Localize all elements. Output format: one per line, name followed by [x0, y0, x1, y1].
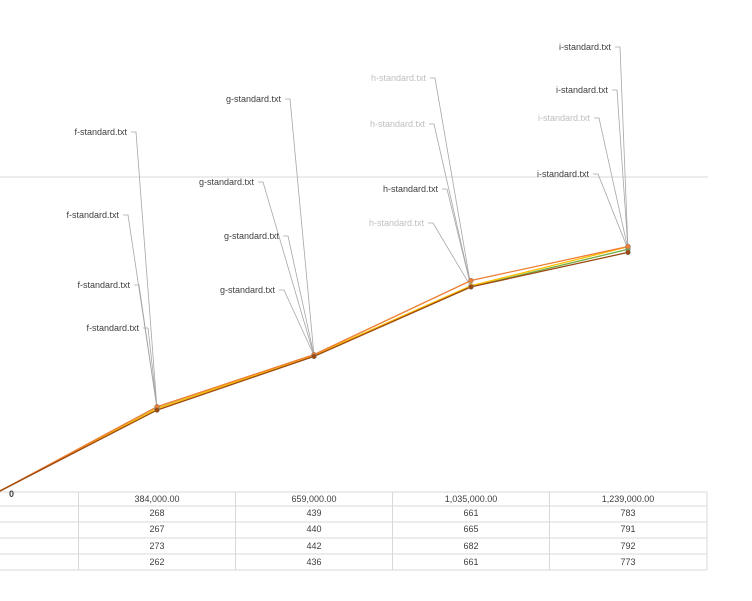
table-cell: 440 [306, 524, 321, 534]
leader-line [442, 188, 472, 287]
table-cell: 773 [620, 557, 635, 567]
table-cell: 267 [149, 524, 164, 534]
data-point-marker [468, 284, 474, 290]
x-axis-tick-labels: 0 384,000.00 659,000.00 1,035,000.00 1,239,0… [9, 489, 654, 504]
data-point-marker [468, 277, 474, 284]
leader-line [134, 284, 158, 409]
data-point-label: g-standard.txt [226, 94, 282, 104]
data-point-label: h-standard.txt [370, 119, 426, 129]
leader-line [258, 181, 315, 356]
data-point-label: g-standard.txt [199, 177, 255, 187]
data-point-label: f-standard.txt [77, 280, 130, 290]
leader-line [123, 214, 158, 409]
table-cell: 792 [620, 541, 635, 551]
data-point-label: h-standard.txt [371, 73, 427, 83]
leader-line [131, 131, 158, 409]
data-point-marker [311, 353, 317, 360]
leader-line [283, 235, 315, 356]
table-cell: 682 [463, 541, 478, 551]
table-cell: 665 [463, 524, 478, 534]
data-table-grid [0, 491, 708, 571]
data-point-label: g-standard.txt [220, 285, 276, 295]
table-cell: 791 [620, 524, 635, 534]
table-cell: 442 [306, 541, 321, 551]
leader-line [279, 289, 315, 356]
x-tick-label: 1,239,000.00 [602, 494, 655, 504]
table-cell: 783 [620, 508, 635, 518]
table-cell: 661 [463, 557, 478, 567]
leader-lines [123, 46, 629, 409]
table-cell: 273 [149, 541, 164, 551]
leader-line [143, 327, 158, 409]
leader-line [428, 222, 472, 288]
x-tick-label: 0 [9, 489, 14, 499]
leader-line [429, 123, 472, 287]
x-tick-label: 384,000.00 [134, 494, 179, 504]
data-point-label: i-standard.txt [538, 113, 591, 123]
table-cell: 262 [149, 557, 164, 567]
data-point-label: f-standard.txt [74, 127, 127, 137]
data-point-label: i-standard.txt [537, 169, 590, 179]
data-point-marker [625, 249, 631, 256]
data-point-labels: f-standard.txt f-standard.txt f-standard.t… [66, 42, 611, 333]
leader-line [593, 173, 629, 250]
table-cell: 439 [306, 508, 321, 518]
leader-line [430, 77, 472, 287]
data-point-markers [154, 243, 631, 413]
leader-line [615, 46, 629, 250]
table-cell: 661 [463, 508, 478, 518]
leader-line [594, 117, 629, 250]
data-point-label: i-standard.txt [556, 85, 609, 95]
data-point-label: g-standard.txt [224, 231, 280, 241]
leader-line [285, 98, 315, 356]
data-point-marker [154, 407, 160, 413]
table-cell: 268 [149, 508, 164, 518]
x-tick-label: 1,035,000.00 [445, 494, 498, 504]
table-cell: 436 [306, 557, 321, 567]
data-point-label: f-standard.txt [66, 210, 119, 220]
x-tick-label: 659,000.00 [291, 494, 336, 504]
leader-line [612, 89, 629, 250]
data-point-label: f-standard.txt [86, 323, 139, 333]
data-point-marker [625, 243, 631, 250]
data-table-cells: 268 439 661 783 267 440 665 791 273 442 682 792 262 4… [149, 508, 635, 567]
data-point-label: h-standard.txt [369, 218, 425, 228]
data-point-label: i-standard.txt [559, 42, 612, 52]
data-point-label: h-standard.txt [383, 184, 439, 194]
